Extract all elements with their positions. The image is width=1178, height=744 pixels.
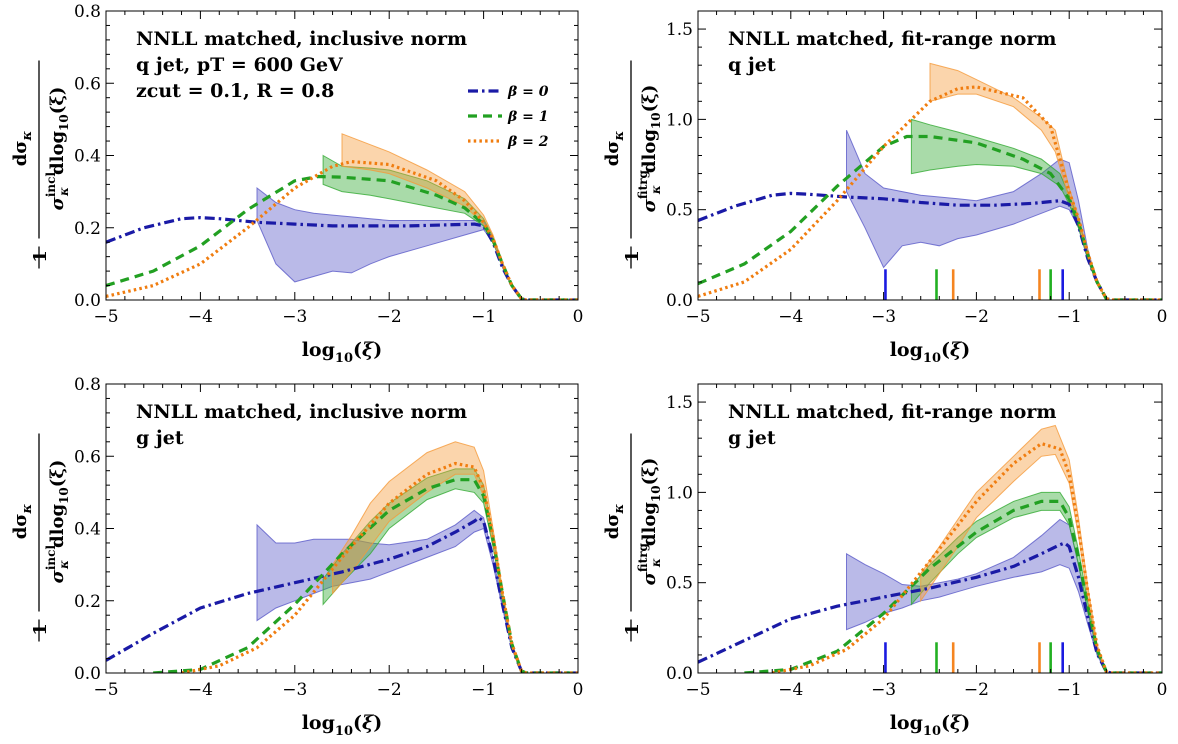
y-axis-title: 1 dσκ σfitrgκdlog10(ξ) — [602, 60, 663, 269]
x-tick-label: 0 — [573, 307, 584, 327]
x-tick-label: −1 — [1057, 307, 1082, 327]
x-tick-label: −4 — [188, 680, 213, 700]
y-tick-label: 0.8 — [74, 2, 101, 22]
chart-panel: −5 −4 −3 −2 −1 0 0.0 0.2 0.4 0.6 0.8 log10(ξ) 1 dσκσi… — [10, 375, 583, 739]
y-axis-numerator: dσκ — [602, 503, 627, 539]
annotation: q jet, pT = 600 GeV — [136, 54, 344, 76]
annotation: NNLL matched, inclusive norm — [136, 401, 467, 423]
annotation: g jet — [136, 427, 184, 449]
annotation: q jet — [728, 54, 776, 76]
annotation: NNLL matched, inclusive norm — [136, 28, 467, 50]
annotation: NNLL matched, fit-range norm — [728, 401, 1056, 423]
x-axis-title: log10(ξ) — [302, 339, 383, 366]
y-tick-label: 0.0 — [74, 291, 101, 311]
x-tick-label: −1 — [1057, 680, 1082, 700]
y-tick-label: 1.0 — [666, 110, 693, 130]
x-tick-label: −3 — [282, 307, 307, 327]
series-line — [771, 442, 1162, 673]
y-axis-denominator: σinclκdlog10(ξ) — [44, 87, 71, 211]
x-tick-label: −3 — [871, 307, 896, 327]
y-tick-label: 1.0 — [666, 483, 693, 503]
y-axis-title: 1 dσκ σinclκdlog10(ξ) — [10, 60, 71, 269]
plot-area — [106, 441, 578, 673]
x-tick-label: −2 — [377, 307, 402, 327]
y-axis-title: 1 dσκ σfitrgκdlog10(ξ) — [602, 433, 663, 642]
y-axis-numerator: dσκ — [602, 130, 627, 166]
legend-label: β = 0 — [507, 84, 549, 100]
y-axis-denominator: σinclκdlog10(ξ) — [44, 460, 71, 584]
plot-area — [698, 424, 1162, 673]
plot-area — [698, 62, 1162, 300]
x-tick-label: −2 — [964, 680, 989, 700]
y-tick-label: 0.8 — [74, 375, 101, 395]
chart-panel: −5 −4 −3 −2 −1 0 0.0 0.2 0.4 0.6 0.8 log10(ξ) 1 dσκσi… — [10, 2, 583, 366]
x-axis-title: log10(ξ) — [890, 339, 971, 366]
x-tick-label: 0 — [573, 680, 584, 700]
y-tick-label: 0.0 — [666, 291, 693, 311]
y-tick-label: 0.0 — [74, 664, 101, 684]
x-tick-label: −1 — [471, 680, 496, 700]
series-line — [744, 499, 1162, 673]
y-tick-label: 1.5 — [666, 20, 693, 40]
uncertainty-band — [256, 509, 522, 672]
y-axis-lead: 1 — [30, 623, 51, 636]
x-tick-label: −4 — [778, 680, 803, 700]
chart-panel: −5 −4 −3 −2 −1 0 0.0 0.5 1.0 1.5 log10(ξ) 1 dσκ σfitr… — [602, 383, 1168, 739]
y-axis-numerator: dσκ — [10, 503, 35, 539]
x-tick-label: −1 — [471, 307, 496, 327]
annotation: zcut = 0.1, R = 0.8 — [136, 80, 334, 102]
x-tick-label: −4 — [188, 307, 213, 327]
series-line — [698, 85, 1162, 300]
x-tick-label: 0 — [1157, 680, 1168, 700]
series-line — [698, 541, 1162, 673]
x-tick-label: −4 — [778, 307, 803, 327]
legend-label: β = 1 — [507, 109, 549, 125]
y-axis-lead: 1 — [622, 623, 643, 636]
y-tick-label: 0.2 — [74, 219, 101, 239]
y-tick-label: 0.5 — [666, 574, 693, 594]
series-line — [153, 478, 578, 673]
y-tick-label: 0.0 — [666, 664, 693, 684]
x-tick-label: −3 — [282, 680, 307, 700]
x-tick-label: −2 — [377, 680, 402, 700]
annotation: NNLL matched, fit-range norm — [728, 28, 1056, 50]
y-axis-denominator: σfitrgκdlog10(ξ) — [636, 458, 663, 586]
x-tick-label: −5 — [93, 680, 118, 700]
x-tick-label: −5 — [685, 680, 710, 700]
series-line — [106, 174, 578, 300]
y-axis-lead: 1 — [622, 250, 643, 263]
x-tick-label: −5 — [685, 307, 710, 327]
y-tick-label: 0.6 — [74, 447, 101, 467]
y-tick-label: 0.2 — [74, 592, 101, 612]
y-axis-denominator: σfitrgκdlog10(ξ) — [636, 85, 663, 213]
uncertainty-band — [341, 133, 522, 300]
x-axis-title: log10(ξ) — [302, 712, 383, 739]
annotation: g jet — [728, 427, 776, 449]
x-tick-label: 0 — [1157, 307, 1168, 327]
series-line — [106, 160, 578, 300]
x-axis-title: log10(ξ) — [890, 712, 971, 739]
x-tick-label: −3 — [871, 680, 896, 700]
x-tick-label: −5 — [93, 307, 118, 327]
y-tick-label: 1.5 — [666, 393, 693, 413]
y-tick-label: 0.6 — [74, 74, 101, 94]
uncertainty-band — [929, 62, 1107, 300]
y-tick-label: 0.4 — [74, 147, 101, 167]
y-tick-label: 0.5 — [666, 201, 693, 221]
y-axis-numerator: dσκ — [10, 130, 35, 166]
y-tick-label: 0.4 — [74, 520, 101, 540]
legend-label: β = 2 — [507, 134, 549, 150]
y-axis-lead: 1 — [30, 250, 51, 263]
x-tick-label: −2 — [964, 307, 989, 327]
chart-panel: −5 −4 −3 −2 −1 0 0.0 0.5 1.0 1.5 log10(ξ) 1 dσκ σfitr… — [602, 10, 1168, 366]
plot-area — [106, 133, 578, 300]
y-axis-title: 1 dσκ σinclκdlog10(ξ) — [10, 433, 71, 642]
uncertainty-band — [256, 186, 522, 300]
